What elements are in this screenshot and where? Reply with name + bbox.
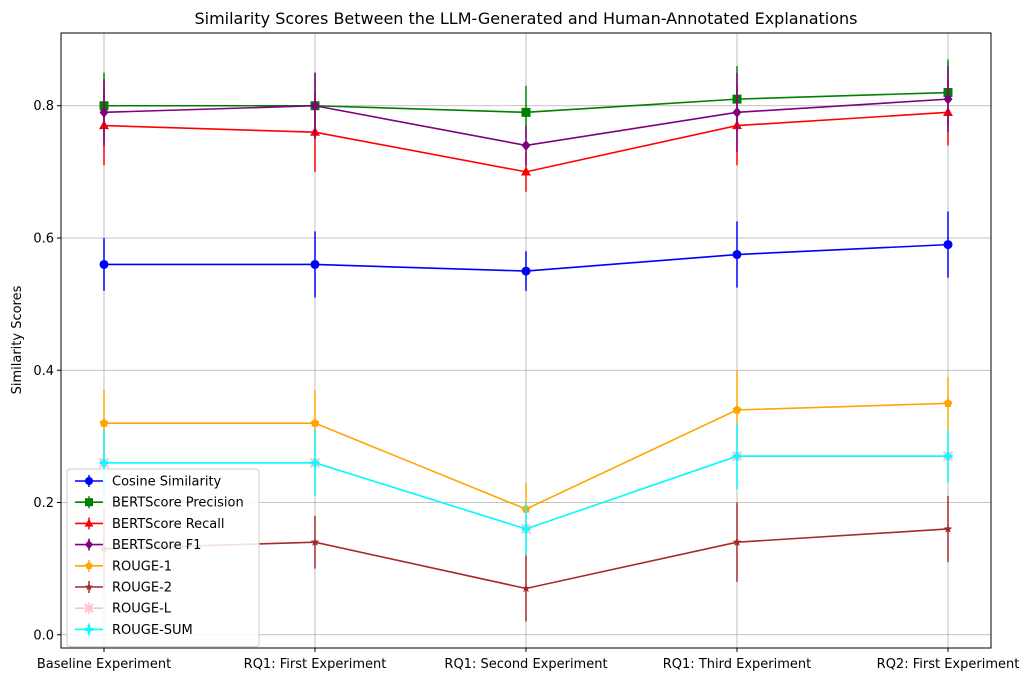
data-point (943, 524, 953, 533)
legend-marker (84, 518, 94, 527)
data-point (732, 250, 742, 260)
x-tick-label: RQ1: Second Experiment (444, 657, 607, 672)
y-tick-label: 0.2 (33, 496, 54, 511)
data-point (99, 106, 109, 118)
legend-marker (85, 583, 93, 591)
legend-marker (85, 498, 93, 507)
data-point (99, 418, 109, 427)
data-point (99, 458, 109, 468)
legend: Cosine Similarity BERTScore Precision BERT… (66, 468, 260, 648)
legend-label: BERTScore Precision (112, 496, 244, 511)
data-point (310, 537, 320, 546)
legend-marker (85, 561, 93, 570)
legend-item: BERTScore Recall (75, 517, 225, 532)
legend-label: ROUGE-2 (112, 581, 172, 596)
data-point (310, 418, 320, 427)
data-point (732, 106, 742, 118)
data-point (521, 140, 531, 151)
y-tick-label: 0.0 (33, 628, 54, 643)
y-tick-label: 0.4 (33, 364, 54, 379)
legend-item: ROUGE-SUM (75, 623, 193, 638)
ticks: Baseline Experiment RQ1: First Experiment… (33, 99, 1019, 672)
data-point (521, 166, 531, 176)
x-tick-label: RQ2: First Experiment (877, 657, 1020, 672)
x-tick-label: RQ1: Third Experiment (663, 657, 811, 672)
data-point (521, 583, 531, 593)
legend-item: Cosine Similarity (75, 475, 222, 490)
legend-item: ROUGE-2 (75, 581, 172, 596)
legend-label: BERTScore Recall (112, 517, 225, 532)
legend-marker (85, 539, 93, 550)
legend-label: ROUGE-L (112, 602, 172, 617)
series-cosine-similarity (99, 211, 953, 298)
legend-label: BERTScore F1 (112, 538, 201, 553)
data-point (732, 537, 742, 546)
y-axis-label: Similarity Scores (10, 285, 25, 394)
x-tick-label: RQ1: First Experiment (244, 657, 387, 672)
legend-item: BERTScore Precision (75, 496, 244, 511)
legend-label: Cosine Similarity (112, 475, 222, 490)
data-point (943, 93, 953, 105)
x-tick-label: Baseline Experiment (37, 657, 171, 672)
legend-item: ROUGE-L (75, 602, 172, 617)
data-point (732, 405, 742, 414)
data-point (310, 100, 320, 112)
legend-box (66, 468, 260, 648)
legend-label: ROUGE-1 (112, 559, 172, 574)
legend-item: BERTScore F1 (75, 538, 201, 553)
marker-stroke (84, 603, 94, 613)
legend-item: ROUGE-1 (75, 559, 172, 574)
data-point (943, 398, 953, 407)
data-point (943, 451, 953, 461)
data-point (99, 259, 109, 269)
data-point (943, 240, 953, 250)
data-point (310, 458, 320, 468)
data-point (521, 524, 531, 534)
legend-label: ROUGE-SUM (112, 623, 193, 638)
legend-marker (85, 477, 93, 485)
legend-marker (84, 603, 94, 613)
data-point (521, 266, 531, 276)
data-point (521, 107, 531, 117)
y-tick-label: 0.8 (33, 99, 54, 114)
data-point (310, 259, 320, 269)
chart-title: Similarity Scores Between the LLM-Genera… (194, 9, 857, 28)
data-point (732, 451, 742, 461)
series-bertscore-f1 (99, 66, 953, 166)
y-tick-label: 0.6 (33, 232, 54, 247)
legend-marker (85, 625, 93, 634)
